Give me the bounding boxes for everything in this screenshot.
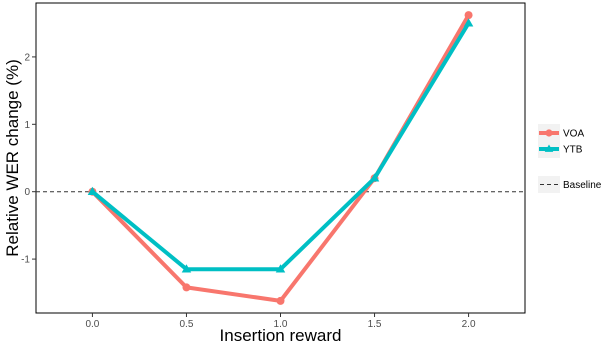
data-point-ytb: [87, 186, 98, 195]
data-point-ytb: [369, 173, 380, 182]
legend-baseline-label: Baseline: [563, 180, 601, 191]
y-axis-title: Relative WER change (%): [3, 59, 22, 256]
data-point-voa: [182, 283, 191, 292]
x-tick-label: 1.5: [368, 319, 382, 330]
y-tick-label: 2: [24, 52, 30, 63]
legend-label-ytb: YTB: [563, 145, 583, 156]
legend-series-background: [538, 124, 560, 158]
data-point-ytb: [181, 264, 192, 273]
legend-marker-voa: [545, 129, 553, 137]
y-axis: -1 0 1 2: [21, 52, 36, 266]
data-point-voa: [464, 11, 473, 20]
x-tick-label: 1.0: [274, 319, 288, 330]
series-ytb: [87, 18, 474, 273]
series-layer: [87, 11, 474, 305]
x-tick-label: 0.5: [180, 319, 194, 330]
legend-label-voa: VOA: [563, 129, 584, 140]
legend-marker-ytb: [544, 144, 554, 152]
x-axis-title: Insertion reward: [220, 326, 342, 345]
y-tick-label: 1: [24, 120, 30, 131]
x-axis: 0.0 0.5 1.0 1.5 2.0: [85, 313, 476, 330]
legend: VOA YTB Baseline: [538, 124, 601, 193]
x-tick-label: 0.0: [85, 319, 99, 330]
data-point-ytb: [463, 18, 474, 27]
y-tick-label: -1: [21, 255, 30, 266]
data-point-ytb: [275, 264, 286, 273]
y-tick-label: 0: [24, 187, 30, 198]
x-tick-label: 2.0: [462, 319, 476, 330]
data-point-voa: [276, 296, 285, 305]
